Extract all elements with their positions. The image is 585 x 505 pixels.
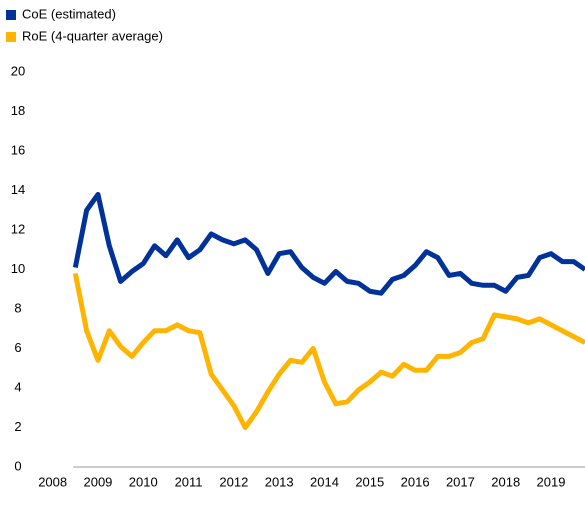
- y-tick-label: 6: [14, 340, 21, 355]
- y-tick-label: 4: [14, 379, 21, 394]
- y-tick-label: 20: [11, 63, 25, 78]
- y-tick-label: 14: [11, 182, 25, 197]
- y-tick-label: 0: [14, 458, 21, 473]
- legend-swatch: [6, 32, 16, 42]
- x-tick-label: 2016: [401, 474, 430, 489]
- series-line: [72, 191, 585, 296]
- x-tick-label: 2011: [175, 474, 203, 489]
- legend-label: RoE (4-quarter average): [22, 28, 163, 43]
- legend-label: CoE (estimated): [22, 6, 116, 21]
- x-tick-label: 2018: [491, 474, 520, 489]
- x-tick-label: 2010: [129, 474, 158, 489]
- x-tick-label: 2014: [310, 474, 339, 489]
- y-tick-label: 18: [11, 103, 25, 118]
- y-tick-label: 2: [14, 419, 21, 434]
- x-tick-label: 2019: [537, 474, 566, 489]
- series-line: [72, 272, 585, 430]
- x-tick-label: 2009: [83, 474, 112, 489]
- x-tick-label: 2008: [38, 474, 67, 489]
- y-tick-label: 8: [14, 300, 21, 315]
- x-tick-label: 2017: [446, 474, 475, 489]
- y-tick-label: 10: [11, 261, 25, 276]
- x-tick-label: 2012: [219, 474, 248, 489]
- legend-swatch: [6, 10, 16, 20]
- x-tick-label: 2015: [355, 474, 384, 489]
- y-tick-label: 16: [11, 142, 25, 157]
- y-tick-label: 12: [11, 221, 25, 236]
- x-tick-label: 2013: [265, 474, 294, 489]
